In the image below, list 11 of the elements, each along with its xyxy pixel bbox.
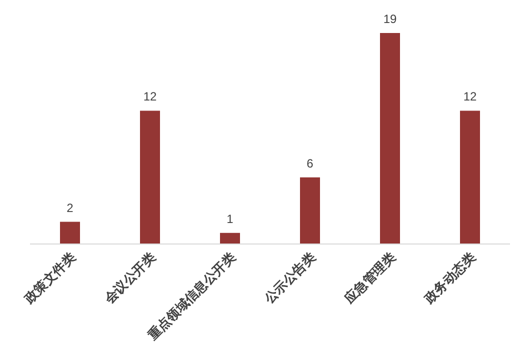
x-tick-label: 应急管理类 xyxy=(340,250,398,307)
data-label: 6 xyxy=(306,156,314,170)
data-label: 12 xyxy=(143,90,157,104)
x-tick-label: 会议公开类 xyxy=(100,250,158,307)
x-tick-label: 政策文件类 xyxy=(20,250,78,307)
data-label: 1 xyxy=(226,212,234,226)
data-label: 2 xyxy=(66,200,74,215)
x-tick-label: 政务动态类 xyxy=(420,250,478,307)
data-label: 12 xyxy=(463,90,477,104)
data-label: 19 xyxy=(383,12,397,26)
x-tick-label: 公示公告类 xyxy=(260,250,318,307)
